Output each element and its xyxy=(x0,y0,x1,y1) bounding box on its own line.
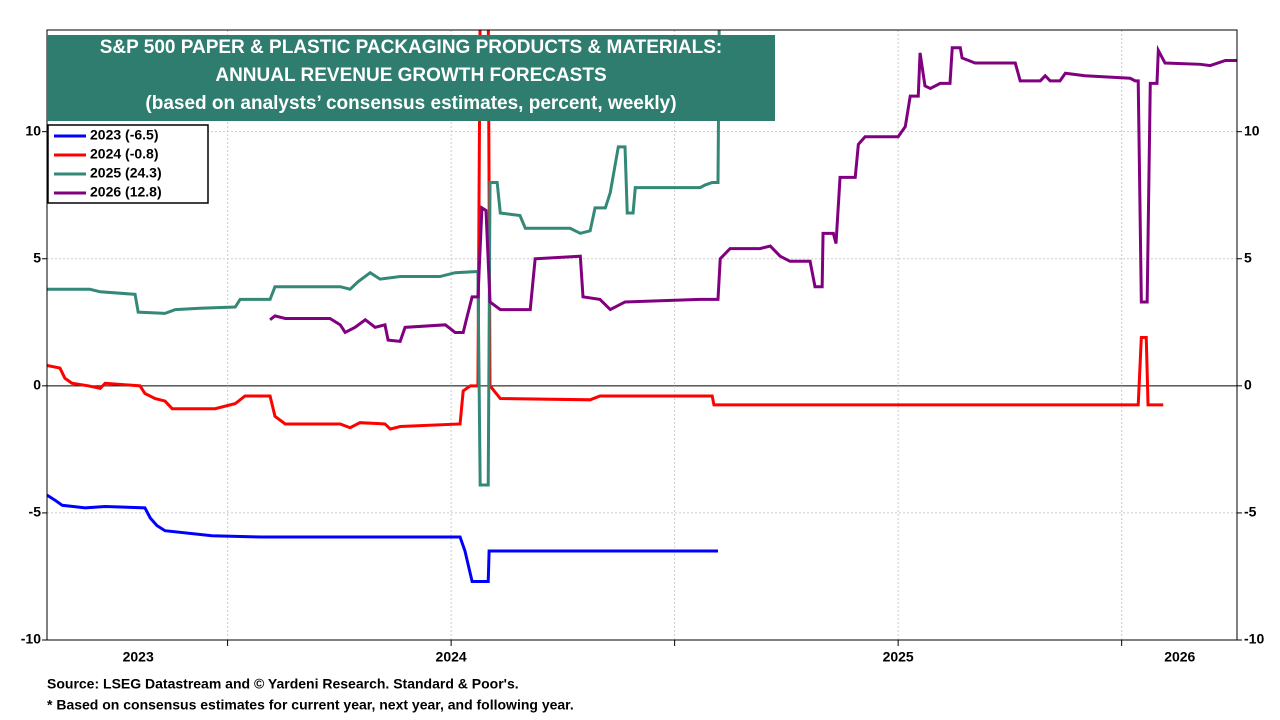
series-line xyxy=(47,30,1164,431)
y-tick-label: 5 xyxy=(33,249,41,265)
legend-label: 2026 (12.8) xyxy=(90,184,162,200)
y2-tick-label: -5 xyxy=(1244,504,1257,520)
legend: 2023 (-6.5) 2024 (-0.8) 2025 (24.3) 2026 (1… xyxy=(54,127,162,200)
plot-frame xyxy=(46,29,1238,641)
y2-tick-label: 5 xyxy=(1244,249,1252,265)
legend-label: 2023 (-6.5) xyxy=(90,127,158,143)
series-line xyxy=(269,44,1237,343)
x-tick-label: 2025 xyxy=(883,649,914,665)
x-tick-label: 2026 xyxy=(1164,649,1195,665)
x-tick-label: 2023 xyxy=(123,649,154,665)
chart-subtitle: (based on analysts’ consensus estimates,… xyxy=(145,93,676,114)
source-note: Source: LSEG Datastream and © Yardeni Re… xyxy=(47,676,519,692)
series-line xyxy=(47,30,721,487)
y-tick-label: 10 xyxy=(25,122,41,138)
y-tick-label: -5 xyxy=(29,504,42,520)
title-box xyxy=(47,35,775,121)
y-tick-label: 0 xyxy=(33,377,41,393)
footnote: * Based on consensus estimates for curre… xyxy=(47,697,574,713)
x-tick-label: 2024 xyxy=(436,649,467,665)
chart-title: S&P 500 PAPER & PLASTIC PACKAGING PRODUC… xyxy=(100,37,723,58)
series-line xyxy=(47,493,718,584)
y2-tick-label: 0 xyxy=(1244,377,1252,393)
grid xyxy=(42,30,1242,646)
y-tick-label: -10 xyxy=(21,631,41,647)
y2-tick-label: 10 xyxy=(1244,122,1260,138)
y2-tick-label: -10 xyxy=(1244,631,1264,647)
plot-lines xyxy=(47,30,1237,584)
legend-label: 2025 (24.3) xyxy=(90,165,162,181)
legend-label: 2024 (-0.8) xyxy=(90,146,158,162)
chart-title: ANNUAL REVENUE GROWTH FORECASTS xyxy=(215,65,606,86)
legend-box xyxy=(47,124,209,204)
